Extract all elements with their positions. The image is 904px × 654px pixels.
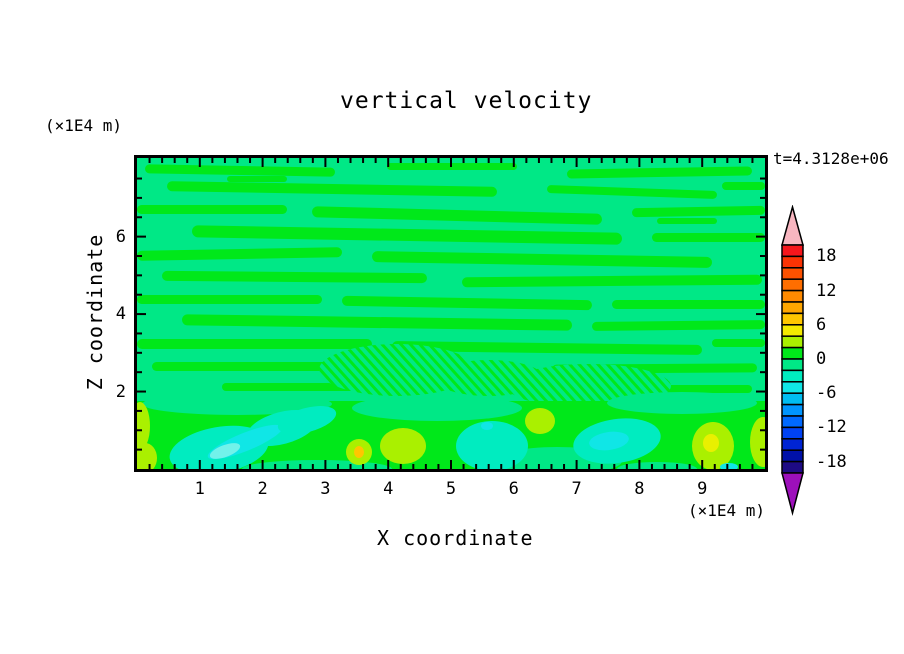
x-tick-label: 6 — [508, 479, 519, 499]
contour-field — [137, 158, 765, 469]
colorbar — [779, 205, 807, 517]
colorbar-tick-label: -12 — [816, 417, 847, 438]
x-tick-label: 7 — [571, 479, 582, 499]
x-tick-label: 4 — [383, 479, 394, 499]
x-tick-label: 1 — [194, 479, 205, 499]
colorbar-tick-label: 0 — [816, 349, 827, 369]
plot-title: vertical velocity — [340, 88, 593, 114]
colorbar-tick-label: -6 — [816, 383, 837, 404]
y-tick-label: 2 — [115, 381, 126, 402]
y-axis-label: Z coordinate — [83, 233, 107, 391]
x-tick-label: 9 — [697, 479, 708, 499]
colorbar-tick-label: -18 — [816, 451, 847, 472]
x-tick-label: 2 — [257, 479, 268, 499]
colorbar-tick-label: 12 — [816, 280, 837, 301]
colorbar-tick-label: 6 — [816, 314, 827, 335]
x-axis-label: X coordinate — [377, 526, 534, 550]
y-tick-label: 4 — [115, 304, 126, 325]
plot-frame — [134, 155, 768, 472]
x-tick-label: 8 — [634, 479, 645, 499]
y-axis-unit-label: (×1E4 m) — [45, 116, 123, 135]
x-tick-label: 3 — [320, 479, 331, 499]
x-axis-unit-label: (×1E4 m) — [688, 501, 766, 520]
x-tick-label: 5 — [445, 479, 457, 499]
colorbar-tick-label: 18 — [816, 246, 837, 267]
time-annotation: t=4.3128e+06 — [773, 149, 889, 168]
y-tick-label: 6 — [115, 226, 126, 247]
colorbar-svg — [781, 205, 804, 516]
